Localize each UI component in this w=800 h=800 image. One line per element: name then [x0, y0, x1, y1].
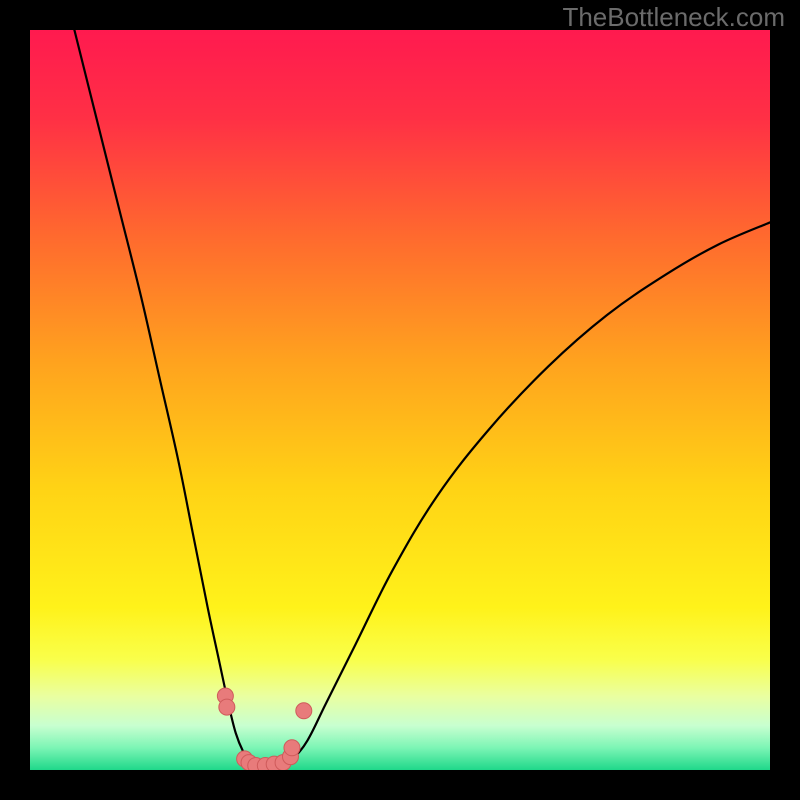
plot-background [30, 30, 770, 770]
marker-dot [219, 699, 235, 715]
bottleneck-chart-svg [0, 0, 800, 800]
marker-dot [296, 703, 312, 719]
chart-stage: TheBottleneck.com [0, 0, 800, 800]
watermark-text: TheBottleneck.com [562, 2, 785, 33]
marker-dot [284, 740, 300, 756]
